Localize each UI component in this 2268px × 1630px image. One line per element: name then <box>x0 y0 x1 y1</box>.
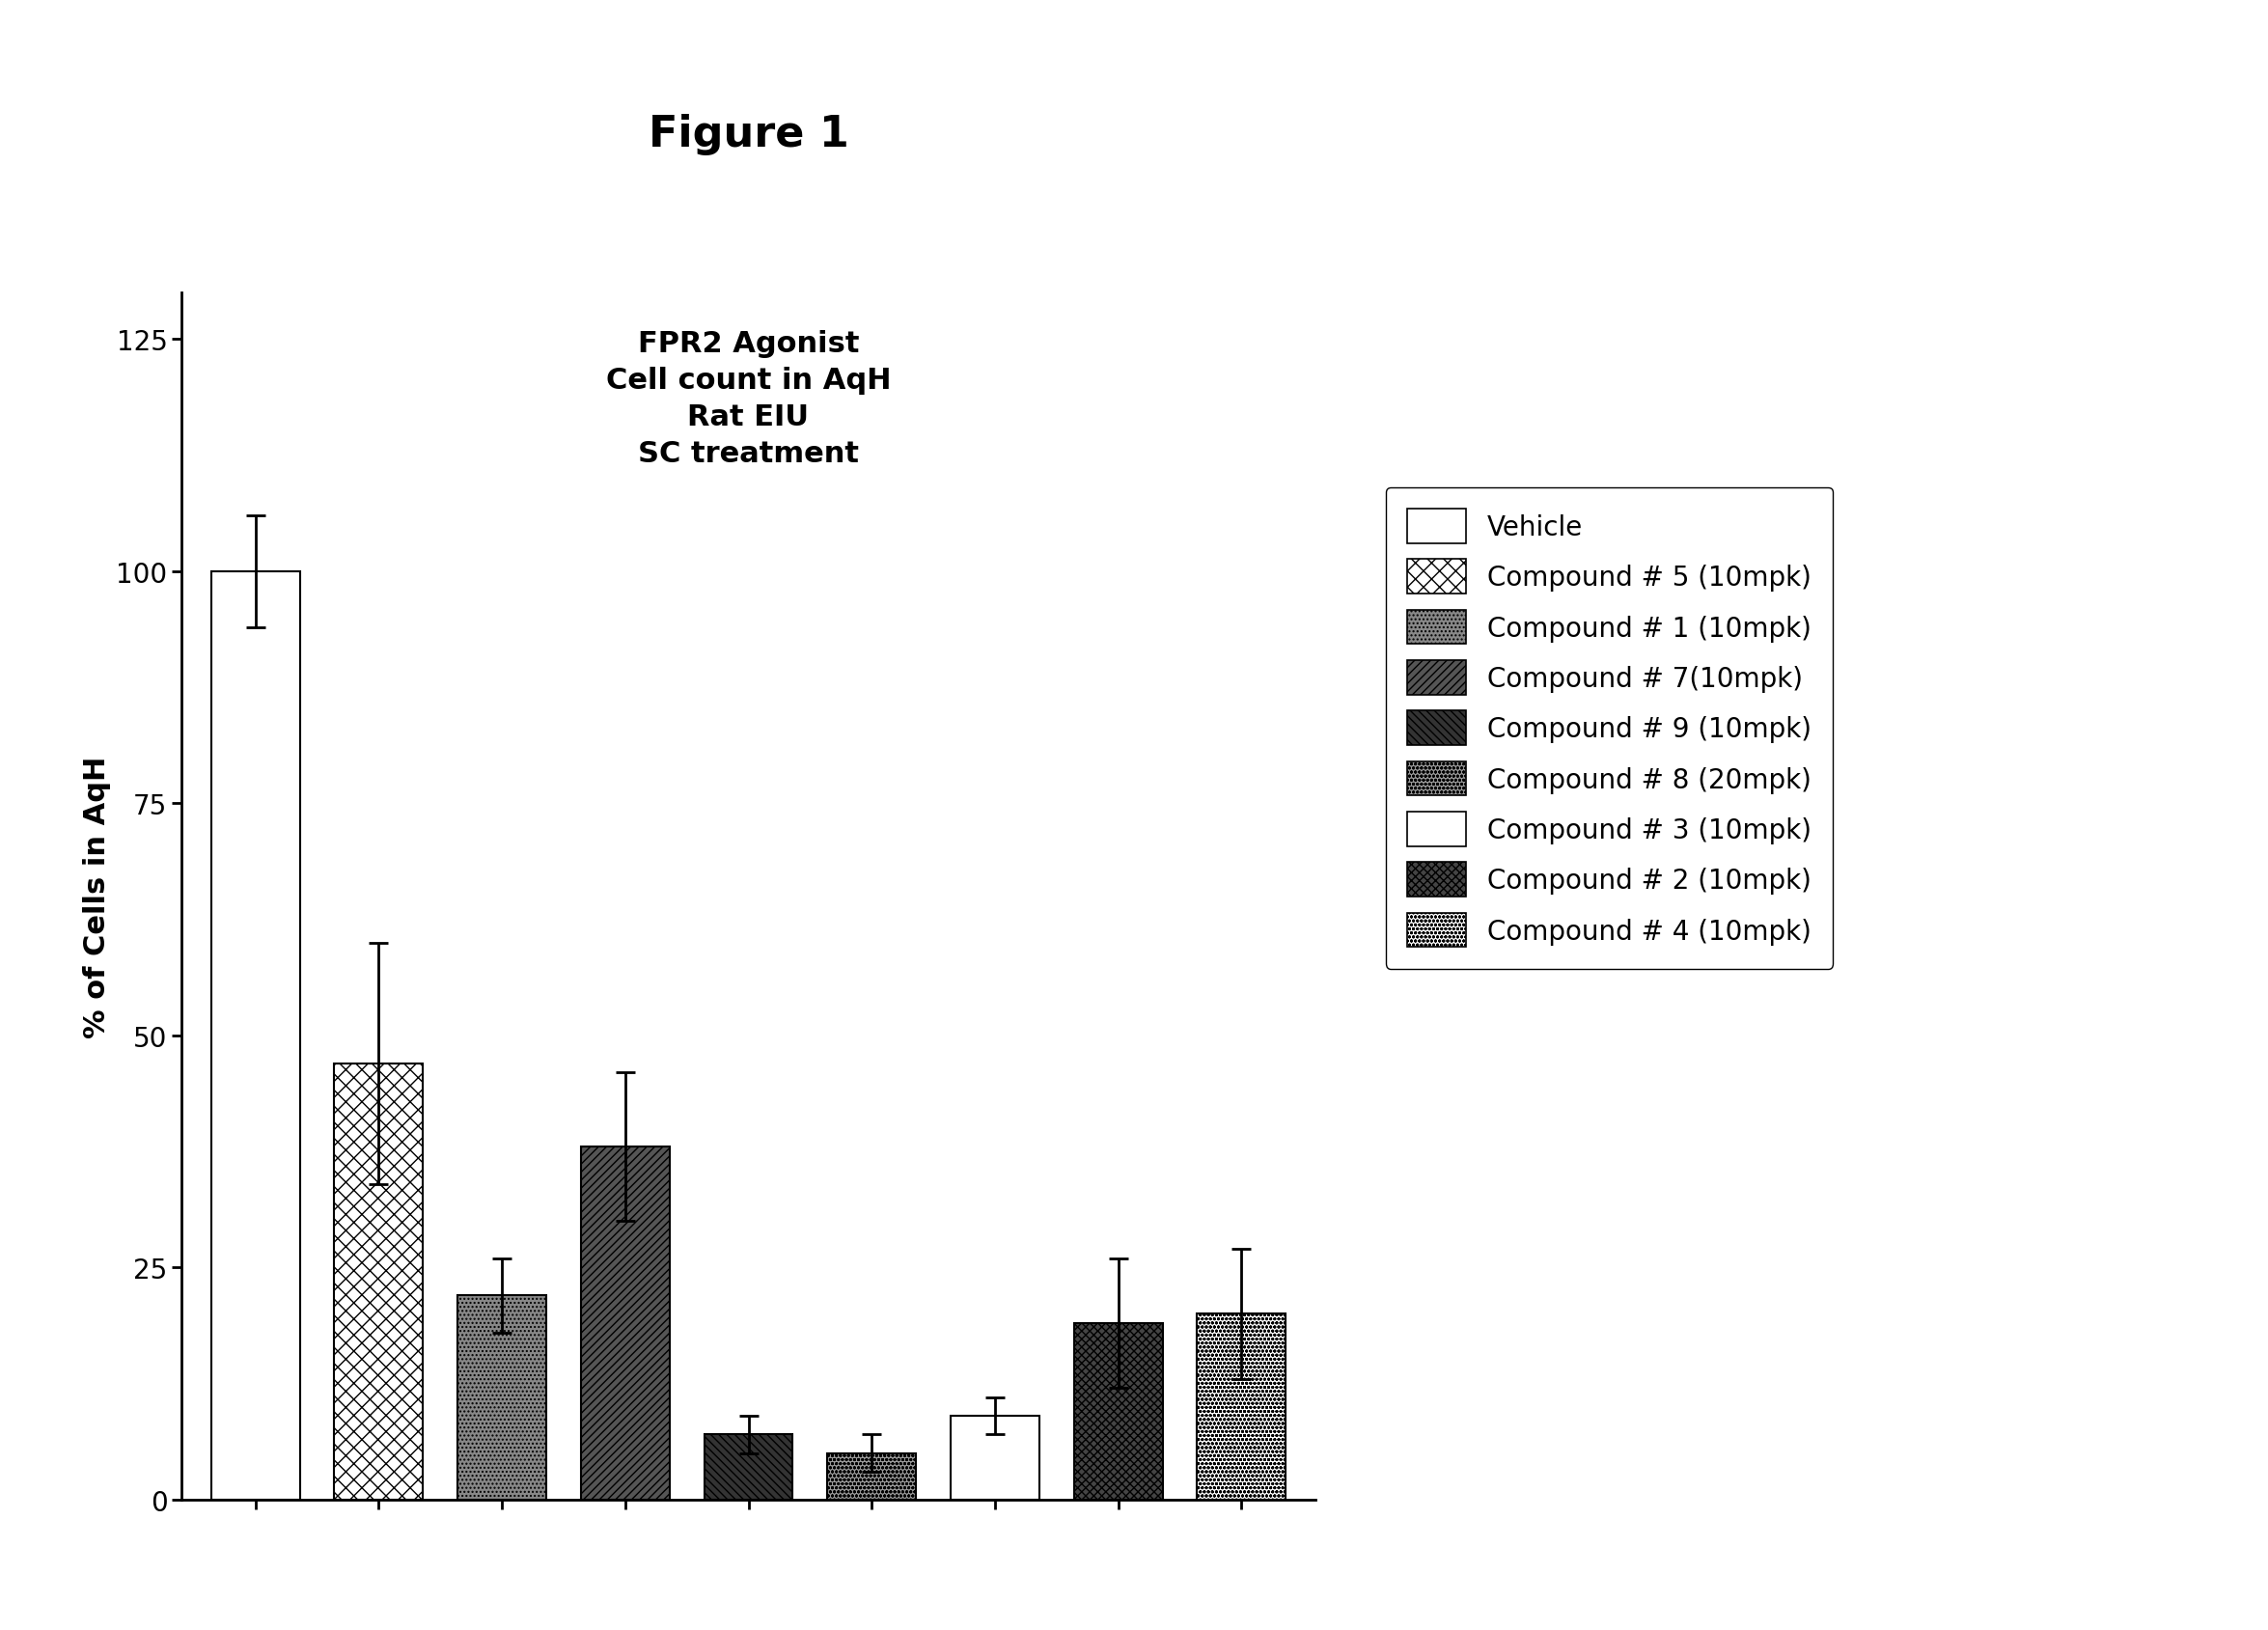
Bar <box>333 1063 424 1500</box>
Bar <box>828 1454 916 1500</box>
Legend: Vehicle, Compound # 5 (10mpk), Compound # 1 (10mpk), Compound # 7(10mpk), Compou: Vehicle, Compound # 5 (10mpk), Compound … <box>1386 487 1833 970</box>
Text: Figure 1: Figure 1 <box>649 114 848 155</box>
Bar <box>458 1296 547 1500</box>
Bar <box>950 1416 1039 1500</box>
Bar <box>1198 1314 1286 1500</box>
Text: FPR2 Agonist
Cell count in AqH
Rat EIU
SC treatment: FPR2 Agonist Cell count in AqH Rat EIU S… <box>606 329 891 468</box>
Bar <box>211 572 299 1500</box>
Y-axis label: % of Cells in AqH: % of Cells in AqH <box>82 755 111 1038</box>
Bar <box>581 1148 669 1500</box>
Bar <box>703 1434 794 1500</box>
Bar <box>1073 1324 1163 1500</box>
